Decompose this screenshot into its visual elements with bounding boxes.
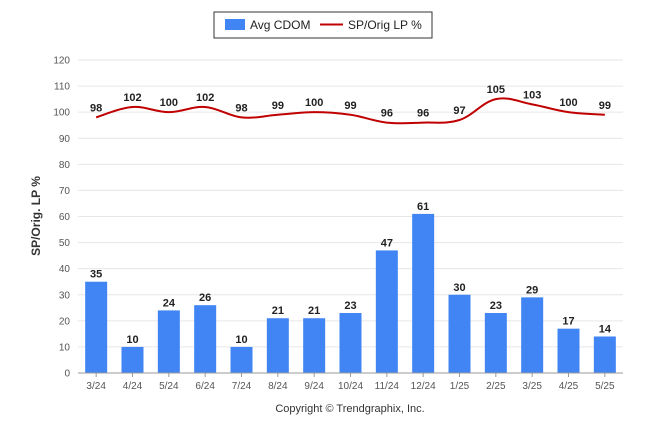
bar <box>303 318 326 373</box>
legend: Avg CDOM SP/Orig LP % <box>213 11 433 39</box>
y-tick-label: 90 <box>59 134 71 145</box>
x-tick-label: 3/24 <box>86 381 106 392</box>
x-tick-label: 6/24 <box>195 381 215 392</box>
series-line <box>95 97 605 125</box>
x-tick-label: 1/25 <box>450 381 470 392</box>
bar <box>194 305 217 373</box>
bar <box>375 250 398 373</box>
bar-value-label: 29 <box>526 284 538 296</box>
bar <box>521 297 544 373</box>
x-tick-label: 5/25 <box>595 381 615 392</box>
x-tick-label: 9/24 <box>304 381 324 392</box>
bar-value-label: 24 <box>163 297 176 309</box>
line-value-label: 97 <box>453 105 465 117</box>
bar-value-label: 30 <box>453 282 465 294</box>
bar <box>557 328 580 373</box>
x-tick-label: 12/24 <box>411 381 436 392</box>
bar-labels: 35 10 24 26 10 21 21 23 47 61 30 23 29 17 14 <box>90 201 612 346</box>
legend-swatch-bar <box>225 19 245 30</box>
x-tick-label: 11/24 <box>375 381 400 392</box>
y-tick-label: 0 <box>64 369 70 380</box>
x-tick-label: 4/24 <box>123 381 143 392</box>
bar <box>339 313 362 373</box>
bar <box>157 310 180 373</box>
line-labels: 98 102 100 102 98 99 100 99 96 96 97 105 103 100 99 <box>90 84 611 119</box>
x-tick-label: 8/24 <box>268 381 288 392</box>
bar <box>85 281 108 373</box>
bar-value-label: 10 <box>126 334 138 346</box>
line-value-label: 98 <box>90 102 102 114</box>
y-tick-label: 30 <box>59 290 71 301</box>
x-tick-label: 2/25 <box>486 381 506 392</box>
line-value-label: 99 <box>344 100 356 112</box>
line-value-label: 99 <box>599 100 611 112</box>
bar-value-label: 21 <box>272 305 284 317</box>
bar <box>230 346 253 373</box>
copyright: Copyright © Trendgraphix, Inc. <box>275 403 424 415</box>
bar-value-label: 21 <box>308 305 320 317</box>
legend-label-line: SP/Orig LP % <box>348 18 422 32</box>
y-tick-label: 70 <box>59 186 71 197</box>
bar-value-label: 23 <box>344 300 356 312</box>
x-tick-label: 3/25 <box>522 381 542 392</box>
y-tick-label: 50 <box>59 238 71 249</box>
y-tick-label: 40 <box>59 264 71 275</box>
bar-value-label: 17 <box>562 316 574 328</box>
bar-value-label: 23 <box>490 300 502 312</box>
y-tick-label: 100 <box>53 108 70 119</box>
line-value-label: 100 <box>305 97 323 109</box>
y-tick-label: 110 <box>54 82 70 93</box>
bar <box>593 336 616 373</box>
x-tick-label: 4/25 <box>559 381 579 392</box>
bar-value-label: 10 <box>235 334 247 346</box>
y-tick-label: 10 <box>59 342 71 353</box>
bar <box>121 346 144 373</box>
line-value-label: 96 <box>381 108 393 120</box>
legend-label-bar: Avg CDOM <box>250 18 310 32</box>
y-axis-ticks: 0 10 20 30 40 50 60 70 80 90 100 110 120 <box>53 56 70 380</box>
line-value-label: 98 <box>235 102 247 114</box>
bar-value-label: 14 <box>599 323 612 335</box>
line-value-label: 102 <box>196 92 214 104</box>
bar <box>266 318 289 373</box>
y-tick-label: 60 <box>59 212 71 223</box>
y-tick-label: 20 <box>59 316 71 327</box>
bar-value-label: 26 <box>199 292 211 304</box>
bar-value-label: 35 <box>90 269 102 281</box>
bar <box>448 294 471 373</box>
y-axis-label: SP/Orig. LP % <box>29 176 43 256</box>
x-tick-label: 5/24 <box>159 381 179 392</box>
y-tick-label: 120 <box>53 56 70 67</box>
line-value-label: 103 <box>523 89 541 101</box>
line-value-label: 105 <box>487 84 505 96</box>
y-tick-label: 80 <box>59 160 71 171</box>
x-tick-label: 10/24 <box>338 381 363 392</box>
bars <box>85 213 616 373</box>
line-value-label: 96 <box>417 108 429 120</box>
x-axis-ticks: 3/24 4/24 5/24 6/24 7/24 8/24 9/24 10/24 11/24 12… <box>86 373 615 392</box>
bar-value-label: 61 <box>417 201 429 213</box>
bar-value-label: 47 <box>381 237 393 249</box>
line-value-label: 100 <box>559 97 577 109</box>
line-value-label: 100 <box>160 97 178 109</box>
line-value-label: 102 <box>123 92 141 104</box>
bar <box>412 213 435 373</box>
line-value-label: 99 <box>272 100 284 112</box>
bar <box>484 313 507 373</box>
x-tick-label: 7/24 <box>232 381 252 392</box>
